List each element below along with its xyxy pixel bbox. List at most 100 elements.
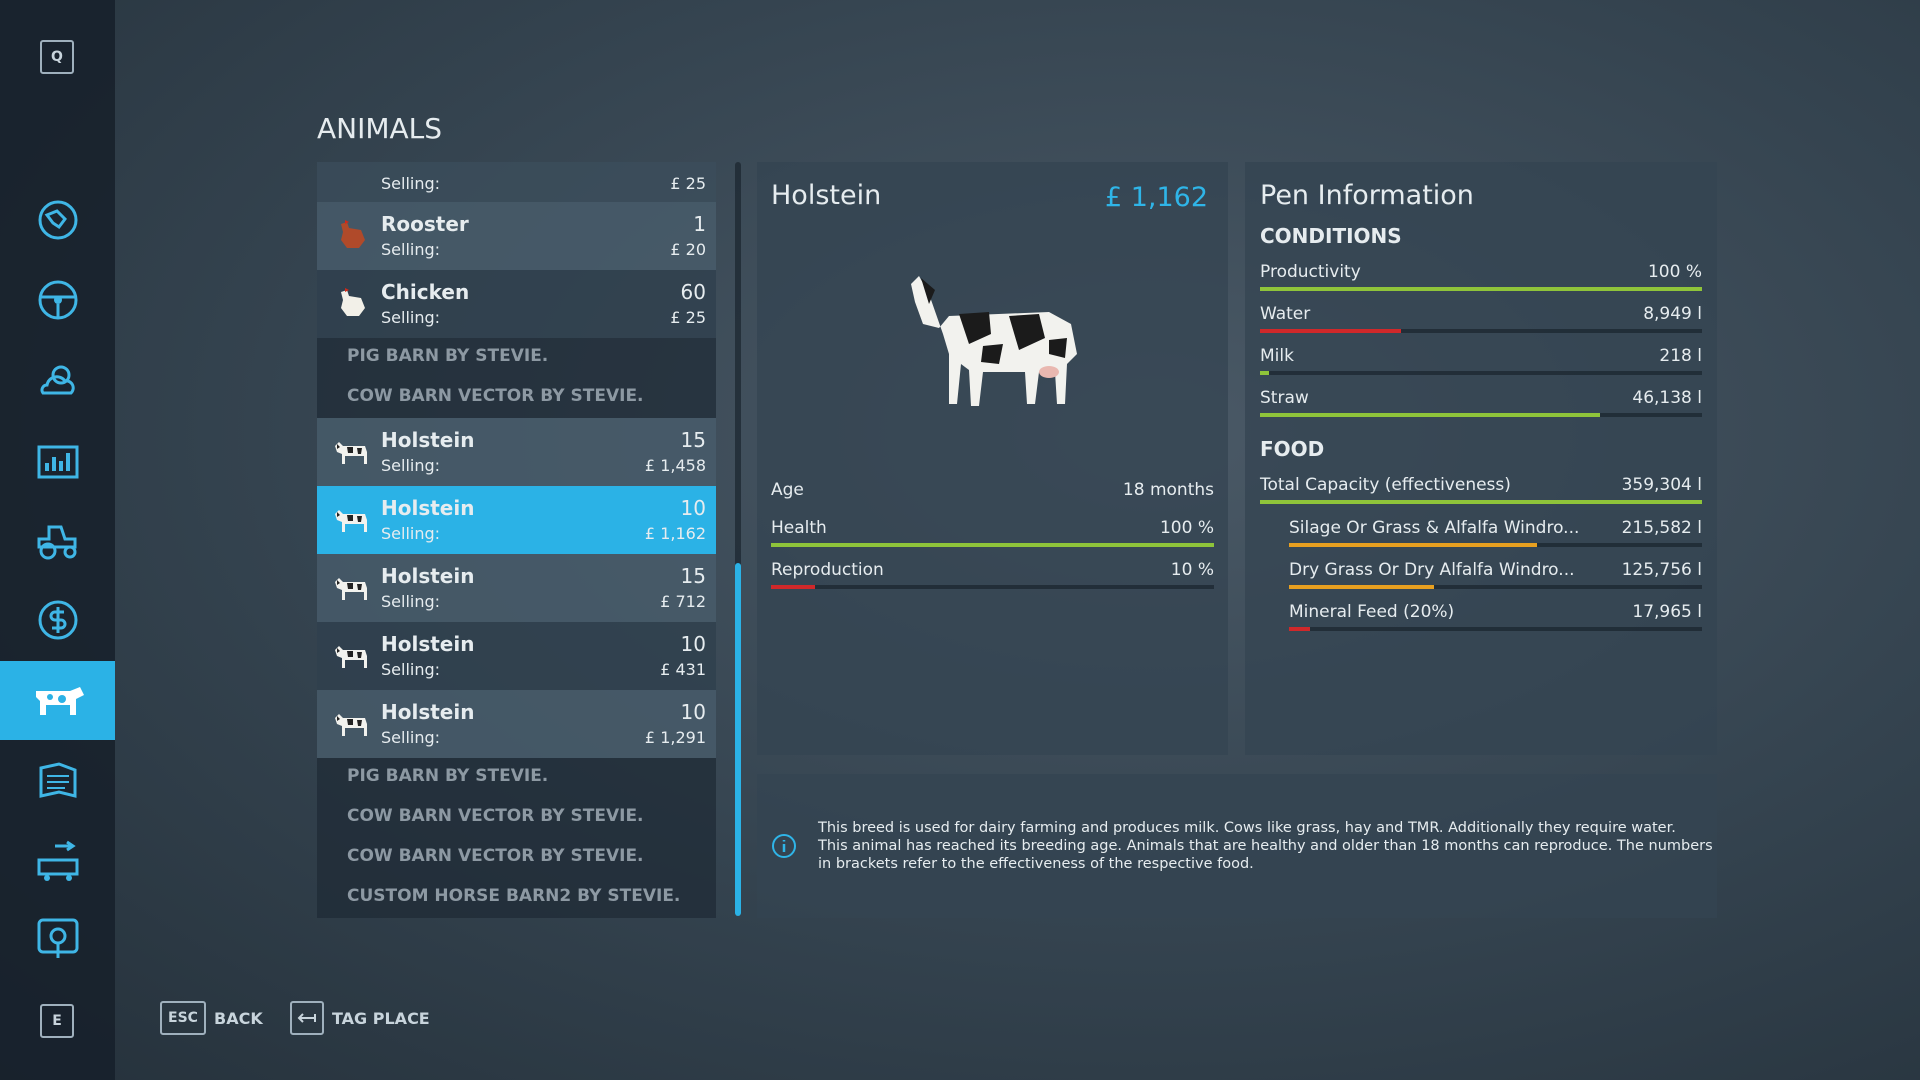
bar-fill (1260, 371, 1269, 375)
stat-value: 100 % (1647, 262, 1702, 282)
info-line: This animal has reached its breeding age… (818, 838, 1713, 854)
info-panel: This breed is used for dairy farming and… (757, 774, 1717, 918)
selling-label: Selling: (381, 660, 441, 679)
bar-track (1289, 585, 1702, 589)
stat-value: 218 l (1659, 346, 1702, 366)
stat-label: Mineral Feed (20%) (1289, 602, 1455, 622)
animal-name: Holstein (381, 700, 475, 724)
menu-icon[interactable] (35, 357, 81, 403)
stat-value: 18 months (1122, 480, 1214, 500)
stat-label: Age (771, 480, 804, 500)
scroll-thumb[interactable] (735, 563, 741, 916)
animal-count: 60 (680, 280, 706, 304)
info-icon (772, 834, 796, 858)
price: £ 431 (660, 660, 706, 679)
animal-icon (335, 578, 367, 600)
bar-fill (1260, 287, 1702, 291)
stat-value: 10 % (1170, 560, 1214, 580)
stat-label: Milk (1260, 346, 1294, 366)
price: £ 25 (670, 308, 706, 327)
animal-name: Chicken (381, 280, 470, 304)
animal-name: Holstein (771, 180, 882, 211)
animal-count: 10 (680, 496, 706, 520)
selling-label: Selling: (381, 240, 441, 259)
bar-track (1260, 500, 1702, 504)
group-label: PIG BARN BY STEVIE. (347, 766, 549, 786)
page-title: ANIMALS (317, 112, 443, 145)
selling-label: Selling: (381, 308, 441, 327)
animal-icon (341, 220, 365, 248)
group-label: CUSTOM HORSE BARN2 BY STEVIE. (347, 886, 681, 906)
stat-label: Dry Grass Or Dry Alfalfa Windro... (1289, 560, 1575, 580)
stat-value: 359,304 l (1621, 475, 1702, 495)
animal-name: Rooster (381, 212, 469, 236)
key-hint[interactable]: ESC (160, 1001, 206, 1035)
button-label[interactable]: BACK (214, 1009, 263, 1028)
animal-icon (335, 510, 367, 532)
button-label[interactable]: TAG PLACE (332, 1009, 430, 1028)
menu-icon[interactable] (35, 758, 81, 804)
animal-name: Holstein (381, 632, 475, 656)
bar-fill (1289, 585, 1434, 589)
group-label: PIG BARN BY STEVIE. (347, 346, 549, 366)
info-line: in brackets refer to the effectiveness o… (818, 856, 1254, 872)
stat-value: 8,949 l (1643, 304, 1702, 324)
key-hint: E (40, 1004, 74, 1038)
selling-label: Selling: (381, 592, 441, 611)
detail-panel: Holstein £ 1,162 Age 18 months Health 100 %… (757, 162, 1228, 755)
menu-icon[interactable] (35, 439, 81, 485)
animal-icon (335, 714, 367, 736)
animal-row[interactable]: Holstein 15 Selling: £ 712 (317, 554, 716, 622)
stat-value: 100 % (1159, 518, 1214, 538)
animal-row[interactable]: Holstein 10 Selling: £ 1,291 (317, 690, 716, 758)
sidebar: Q E (0, 0, 115, 1080)
stat-label: Reproduction (771, 560, 884, 580)
stat-label: Silage Or Grass & Alfalfa Windro... (1289, 518, 1580, 538)
stat-value: 215,582 l (1621, 518, 1702, 538)
menu-icon[interactable] (35, 517, 81, 563)
selling-label: Selling: (381, 728, 441, 747)
pen-title: Pen Information (1260, 180, 1474, 211)
menu-icon[interactable] (35, 838, 81, 884)
bar-fill (1289, 543, 1537, 547)
stat-label: Productivity (1260, 262, 1361, 282)
menu-icon[interactable] (35, 197, 81, 243)
pen-panel: Pen Information CONDITIONS FOOD Producti… (1245, 162, 1717, 755)
animal-row[interactable]: Holstein 10 Selling: £ 431 (317, 622, 716, 690)
animal-icon (335, 442, 367, 464)
menu-icon[interactable] (30, 677, 86, 723)
menu-icon[interactable] (35, 916, 81, 962)
animal-row[interactable]: Holstein 10 Selling: £ 1,162 (317, 486, 716, 554)
selling-label: Selling: (381, 456, 441, 475)
bar-track (1260, 413, 1702, 417)
price: £ 1,162 (644, 524, 706, 543)
animal-price: £ 1,162 (1104, 182, 1208, 213)
price: £ 1,458 (644, 456, 706, 475)
menu-icon[interactable] (35, 277, 81, 323)
bar-track (1260, 329, 1702, 333)
menu-icon[interactable] (35, 597, 81, 643)
bar-track (771, 585, 1214, 589)
section-heading: CONDITIONS (1260, 224, 1402, 248)
animal-name: Holstein (381, 428, 475, 452)
scrollbar[interactable] (735, 162, 741, 916)
group-header: COW BARN VECTOR BY STEVIE. (317, 378, 716, 418)
animal-count: 10 (680, 700, 706, 724)
key-glyph (297, 1013, 316, 1023)
price: £ 25 (670, 174, 706, 193)
key-hint[interactable] (290, 1001, 324, 1035)
animal-row[interactable]: Chicken 60 Selling: £ 25 (317, 270, 716, 338)
bar-track (1289, 627, 1702, 631)
animal-name: Holstein (381, 496, 475, 520)
stat-label: Health (771, 518, 827, 538)
animal-name: Holstein (381, 564, 475, 588)
animal-row[interactable]: Holstein 15 Selling: £ 1,458 (317, 418, 716, 486)
stat-value: 125,756 l (1621, 560, 1702, 580)
bar-fill (1260, 413, 1601, 417)
info-line: This breed is used for dairy farming and… (818, 820, 1676, 836)
animal-row[interactable]: Selling: £ 25 (317, 162, 716, 202)
animal-row[interactable]: Rooster 1 Selling: £ 20 (317, 202, 716, 270)
group-header: COW BARN VECTOR BY STEVIE. (317, 798, 716, 838)
selling-label: Selling: (381, 174, 441, 193)
